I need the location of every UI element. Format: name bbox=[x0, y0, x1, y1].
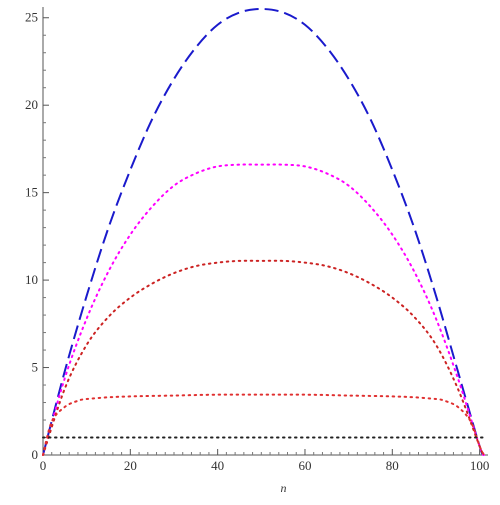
y-tick-label: 25 bbox=[25, 10, 38, 25]
x-tick-label: 0 bbox=[40, 458, 47, 473]
y-tick-label: 5 bbox=[32, 360, 39, 375]
axes: 0 20 40 60 80 100 0 5 10 15 20 25 bbox=[25, 7, 489, 473]
series-line-4 bbox=[42, 393, 485, 456]
y-tick-label: 10 bbox=[25, 272, 38, 287]
series-line-1 bbox=[42, 7, 485, 457]
series-layer bbox=[42, 7, 485, 457]
y-tick-label: 15 bbox=[25, 185, 38, 200]
y-tick-label: 0 bbox=[32, 447, 39, 462]
series-line-2 bbox=[42, 163, 485, 456]
x-tick-label: 60 bbox=[298, 458, 311, 473]
series-line-3 bbox=[42, 259, 485, 456]
x-tick-label: 100 bbox=[470, 458, 490, 473]
y-tick-label: 20 bbox=[25, 97, 38, 112]
x-tick-label: 40 bbox=[211, 458, 224, 473]
x-tick-label: 20 bbox=[124, 458, 137, 473]
minor-ticks bbox=[43, 34, 472, 455]
major-ticks: 0 20 40 60 80 100 0 5 10 15 20 25 bbox=[25, 10, 489, 473]
x-tick-label: 80 bbox=[386, 458, 399, 473]
x-axis-title: n bbox=[281, 481, 287, 495]
